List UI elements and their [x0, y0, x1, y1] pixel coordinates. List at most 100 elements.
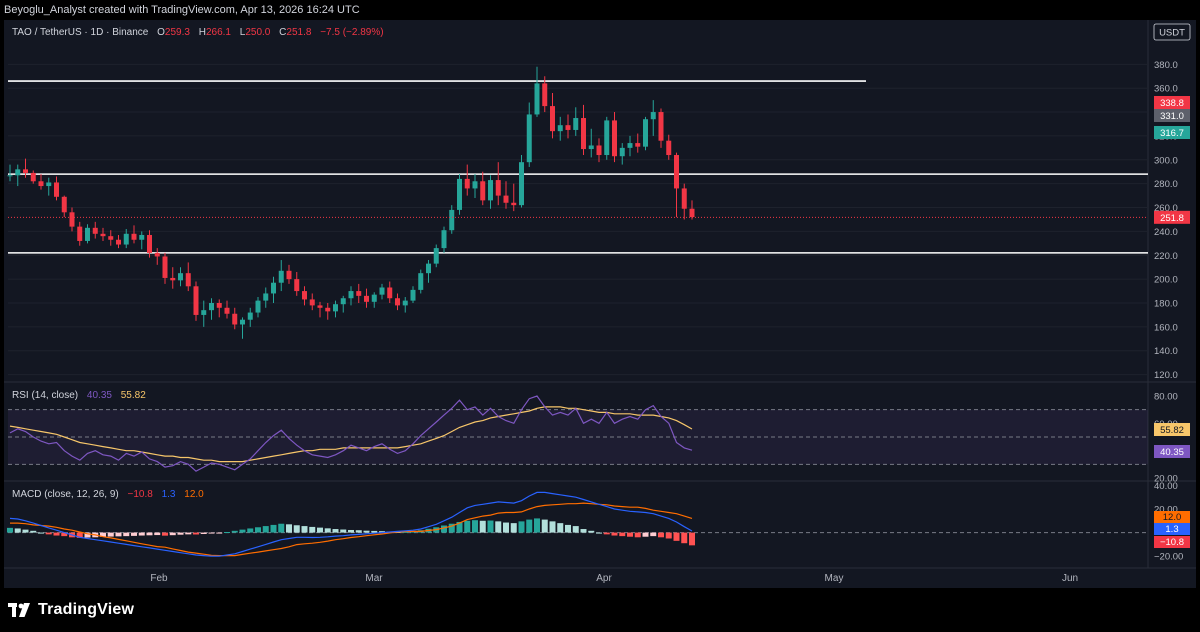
macd-histogram-bar — [38, 532, 44, 534]
price-tag-t1-text: 338.8 — [1160, 98, 1184, 109]
candle-body — [185, 273, 191, 287]
symbol-legend[interactable]: TAO / TetherUS · 1D · Binance O259.3 H26… — [12, 27, 384, 38]
candle-body — [395, 298, 400, 306]
candle-body — [557, 125, 563, 132]
time-tick-label: Apr — [596, 573, 612, 584]
macd-histogram-bar — [557, 523, 564, 533]
macd-histogram-bar — [518, 521, 525, 533]
last-price-tag-text: 251.8 — [1160, 213, 1184, 224]
macd-histogram-bar — [162, 532, 168, 536]
candle-body — [333, 304, 338, 312]
macd-legend[interactable]: MACD (close, 12, 26, 9) −10.8 1.3 12.0 — [12, 489, 204, 500]
candle-body — [650, 112, 656, 120]
chart-canvas[interactable]: 120.0 140.0 160.0 180.0 200.0 220.0 240.0 260.0… — [4, 20, 1196, 588]
candle-body — [340, 298, 346, 305]
macd-histogram-bar — [650, 532, 657, 537]
macd-histogram-bar — [100, 532, 106, 537]
candle-body — [247, 312, 253, 320]
candle-body — [526, 114, 532, 163]
symbol-label: TAO / TetherUS · 1D · Binance — [12, 27, 149, 38]
macd-histogram-bar — [596, 532, 602, 534]
candle-body — [123, 233, 129, 245]
candle-body — [116, 239, 121, 245]
macd-histogram-bar — [355, 530, 362, 533]
candle-body — [154, 252, 160, 257]
candle-body — [643, 119, 648, 147]
candle-body — [232, 313, 238, 325]
candle-body — [271, 282, 276, 294]
macd-hist-tag-text: −10.8 — [1160, 537, 1184, 548]
macd-histogram-bar — [131, 532, 137, 536]
macd-histogram-bar — [286, 524, 292, 533]
macd-tick-label: 40.00 — [1154, 481, 1178, 492]
candle-body — [216, 303, 222, 308]
macd-histogram-bar — [317, 527, 323, 533]
macd-histogram-bar — [348, 529, 354, 533]
macd-histogram-bar — [301, 526, 308, 533]
price-axis[interactable]: 120.0 140.0 160.0 180.0 200.0 220.0 240.0 260.0… — [8, 60, 1178, 381]
macd-histogram-bar — [363, 530, 370, 533]
rsi-label: RSI (14, close) — [12, 390, 78, 401]
rsi-ma-tag — [1154, 423, 1190, 436]
candle-body — [511, 202, 517, 206]
price-tag-t1 — [1154, 96, 1190, 109]
c-value: 251.8 — [286, 27, 311, 38]
macd-histogram-bar — [456, 521, 463, 533]
candle-body — [224, 307, 230, 314]
h-label: H — [199, 27, 206, 38]
macd-line-tag-text: 1.3 — [1165, 524, 1178, 535]
chart-area[interactable]: 120.0 140.0 160.0 180.0 200.0 220.0 240.0 260.0… — [4, 20, 1196, 588]
macd-histogram-bar — [7, 527, 13, 533]
macd-hist-value: −10.8 — [128, 489, 154, 500]
candle-body — [255, 300, 261, 313]
rsi-line — [9, 395, 693, 472]
c-label: C — [279, 27, 286, 38]
rsi-tag-text: 40.35 — [1160, 447, 1184, 458]
macd-label: MACD (close, 12, 26, 9) — [12, 489, 119, 500]
candle-body — [209, 303, 214, 311]
currency-badge[interactable] — [1153, 23, 1191, 41]
candle-body — [410, 289, 416, 301]
macd-histogram-bar — [138, 532, 145, 536]
candle-body — [681, 188, 687, 209]
candle-body — [364, 295, 369, 302]
macd-histogram-bar — [379, 531, 385, 533]
candle-body — [302, 291, 307, 300]
candle-body — [317, 305, 323, 308]
time-axis[interactable]: Feb Mar Apr May Jun — [150, 573, 1078, 584]
time-tick-label: Mar — [365, 573, 383, 584]
macd-histogram-bar — [332, 529, 339, 533]
candle-body — [54, 182, 59, 197]
macd-histogram-bar — [278, 523, 285, 533]
candle-body — [457, 178, 462, 210]
macd-histogram-bar — [107, 532, 114, 537]
tradingview-brand[interactable]: TradingView — [8, 598, 134, 622]
macd-histogram-bar — [549, 521, 556, 533]
candle-body — [92, 227, 98, 234]
candle-body — [131, 233, 137, 240]
candle-body — [596, 145, 602, 156]
macd-tick-label: −20.00 — [1154, 552, 1183, 563]
candle-body — [69, 212, 75, 227]
macd-histogram-bar — [619, 532, 626, 537]
rsi-legend[interactable]: RSI (14, close) 40.35 55.82 — [12, 390, 146, 401]
macd-histogram-bar — [371, 530, 378, 533]
o-label: O — [157, 27, 165, 38]
macd-histogram-bar — [503, 522, 509, 533]
macd-signal-tag-text: 12.0 — [1163, 512, 1182, 523]
horizontal-levels — [8, 80, 1148, 254]
macd-histogram-bar — [448, 523, 455, 533]
macd-histogram-bar — [61, 532, 68, 537]
macd-histogram-bar — [402, 531, 409, 533]
macd-signal-value: 12.0 — [184, 489, 204, 500]
macd-histogram-bar — [634, 532, 641, 538]
macd-histogram-bar — [231, 530, 238, 533]
candle-body — [433, 248, 439, 264]
candle-body — [371, 294, 377, 302]
macd-pane: −20.00 20.00 40.00 — [7, 481, 1183, 563]
macd-histogram-bar — [572, 526, 579, 533]
candle-body — [472, 181, 478, 189]
candle-body — [689, 208, 695, 218]
candle-body — [612, 120, 617, 157]
macd-histogram-bar — [293, 525, 300, 533]
